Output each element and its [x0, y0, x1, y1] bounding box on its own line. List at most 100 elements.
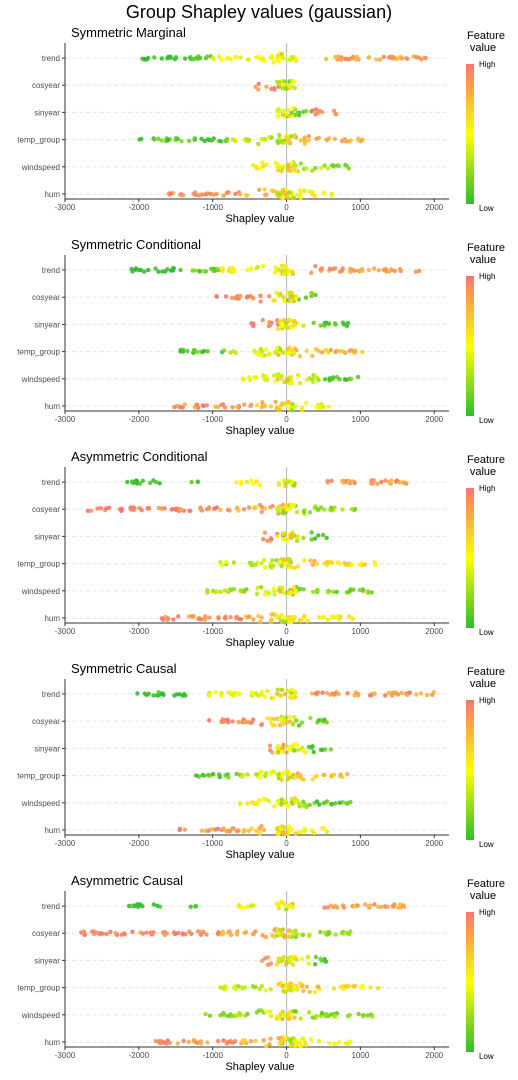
data-point: [279, 613, 284, 618]
data-point: [275, 326, 281, 331]
data-point: [263, 1009, 268, 1014]
data-point: [275, 114, 280, 119]
x-tick-label: -1000: [202, 1051, 223, 1060]
data-point: [375, 481, 380, 486]
data-point: [178, 192, 183, 198]
data-point: [264, 770, 269, 776]
data-point: [275, 534, 280, 539]
y-tick-label: temp_group: [17, 560, 60, 569]
y-tick-label: trend: [42, 902, 60, 911]
data-point: [135, 904, 141, 909]
data-point: [204, 403, 210, 408]
data-point: [295, 538, 300, 544]
data-point: [259, 615, 264, 620]
data-point: [218, 589, 223, 595]
data-point: [301, 803, 306, 808]
data-point: [146, 267, 151, 273]
data-point: [228, 269, 233, 274]
data-point: [283, 484, 288, 489]
data-point: [292, 79, 297, 84]
x-tick-label: -2000: [129, 203, 150, 212]
x-tick-label: -2000: [129, 415, 150, 424]
data-point: [276, 771, 281, 777]
data-point: [215, 826, 221, 831]
data-point: [320, 826, 325, 831]
data-point: [390, 54, 395, 60]
data-point: [237, 192, 243, 197]
data-point: [263, 565, 268, 570]
data-point: [324, 720, 329, 725]
y-tick-label: trend: [42, 690, 60, 699]
data-point: [227, 1040, 232, 1045]
data-point: [372, 266, 377, 271]
data-point: [294, 509, 300, 515]
data-point: [219, 693, 224, 698]
data-point: [187, 614, 192, 619]
data-point: [285, 804, 290, 809]
data-point: [262, 956, 268, 961]
data-point: [292, 714, 297, 720]
data-point: [329, 191, 334, 196]
data-point: [309, 290, 314, 296]
data-point: [268, 536, 274, 541]
data-point: [194, 773, 199, 778]
data-point: [214, 266, 220, 272]
data-point: [284, 190, 289, 196]
y-tick-label: temp_group: [17, 348, 60, 357]
data-point: [193, 192, 199, 198]
data-point: [260, 160, 265, 165]
data-point: [321, 800, 326, 806]
data-point: [372, 691, 377, 696]
data-point: [280, 164, 286, 169]
y-tick-label: hum: [44, 402, 60, 411]
data-point: [333, 322, 338, 327]
data-point: [249, 266, 254, 271]
data-point: [304, 166, 309, 171]
data-point: [337, 800, 342, 805]
data-point: [244, 587, 249, 592]
data-point: [280, 510, 285, 516]
data-point: [365, 1013, 370, 1018]
data-point: [233, 693, 238, 698]
data-point: [324, 690, 330, 696]
data-point: [329, 801, 334, 807]
data-point: [369, 478, 374, 483]
x-axis-label: Shapley value: [225, 849, 294, 861]
y-tick-label: cosyear: [32, 81, 60, 90]
data-point: [248, 403, 253, 409]
data-point: [262, 774, 268, 779]
data-point: [256, 81, 261, 87]
data-point: [263, 694, 268, 699]
data-point: [160, 691, 165, 696]
data-point: [275, 140, 281, 146]
data-point: [194, 402, 200, 407]
data-point: [345, 771, 350, 777]
data-point: [302, 188, 307, 193]
data-point: [315, 111, 320, 116]
legend-low-label: Low: [479, 628, 494, 637]
data-point: [280, 720, 286, 725]
legend-title: Feature: [467, 666, 505, 678]
data-point: [150, 930, 155, 935]
data-point: [197, 269, 203, 274]
data-point: [254, 402, 260, 408]
data-point: [276, 352, 281, 357]
y-tick-label: windspeed: [21, 375, 60, 384]
data-point: [259, 1008, 264, 1013]
data-point: [370, 1014, 375, 1019]
data-point: [291, 742, 296, 747]
x-tick-label: 1000: [351, 1051, 369, 1060]
data-point: [152, 55, 157, 60]
data-point: [286, 987, 291, 993]
data-point: [309, 691, 315, 696]
data-point: [248, 903, 253, 909]
x-tick-label: -2000: [129, 1051, 150, 1060]
data-point: [360, 137, 365, 142]
legend-high-label: High: [479, 908, 495, 917]
data-point: [414, 692, 419, 697]
data-point: [343, 56, 348, 61]
data-point: [234, 480, 239, 485]
legend-title: value: [470, 254, 496, 266]
data-point: [331, 772, 337, 777]
data-point: [289, 988, 294, 993]
